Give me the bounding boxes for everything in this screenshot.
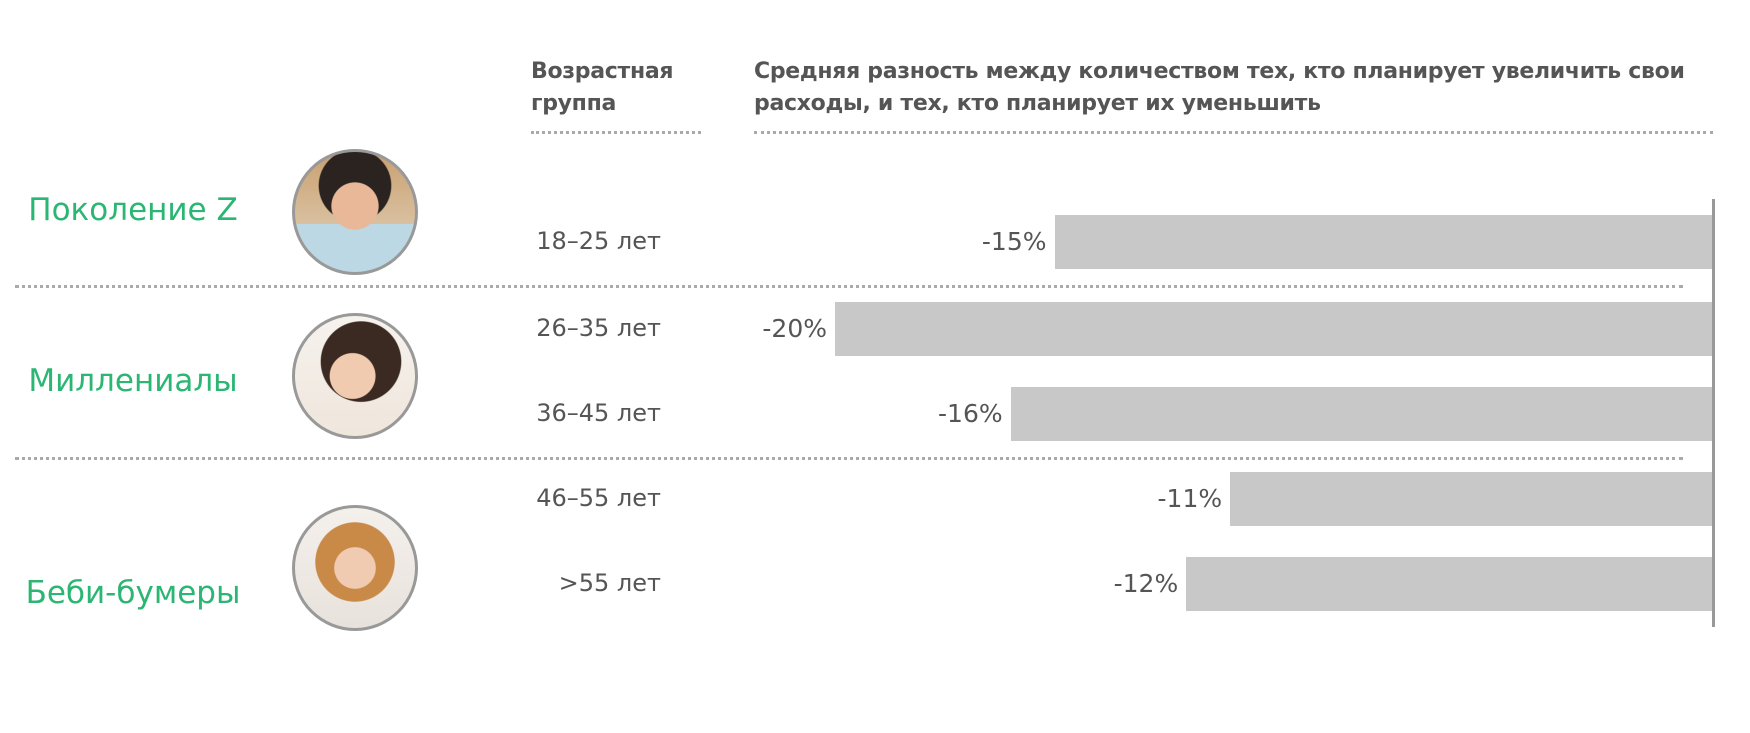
metric-header: Средняя разность между количеством тех, … [754, 59, 1685, 116]
value-label: -12% [1113, 569, 1179, 598]
age-group-header: Возрастная группа [531, 59, 674, 116]
bar [1010, 387, 1713, 441]
value-label: -16% [938, 399, 1003, 428]
bar [1054, 215, 1713, 269]
group-label-millennials: Миллениалы [28, 363, 238, 399]
group-divider [15, 457, 1683, 460]
header-divider [754, 131, 1713, 134]
young-man-photo [292, 149, 418, 275]
value-label: -20% [762, 314, 827, 343]
group-label-boomers: Беби-бумеры [25, 575, 241, 611]
zero-axis-line [1712, 199, 1715, 627]
bar [1230, 472, 1713, 526]
age-label: 26–35 лет [536, 314, 661, 342]
age-label: 46–55 лет [536, 484, 661, 512]
older-woman-photo [292, 505, 418, 631]
bar [1186, 557, 1713, 611]
age-label: >55 лет [558, 569, 661, 597]
group-label-gen-z: Поколение Z [28, 192, 238, 228]
header-divider [531, 131, 701, 134]
value-label: -15% [981, 227, 1047, 256]
value-label: -11% [1157, 484, 1223, 513]
age-label: 18–25 лет [536, 227, 661, 255]
young-woman-photo [292, 313, 418, 439]
group-divider [15, 285, 1683, 288]
bar [835, 302, 1713, 356]
age-label: 36–45 лет [536, 399, 661, 427]
